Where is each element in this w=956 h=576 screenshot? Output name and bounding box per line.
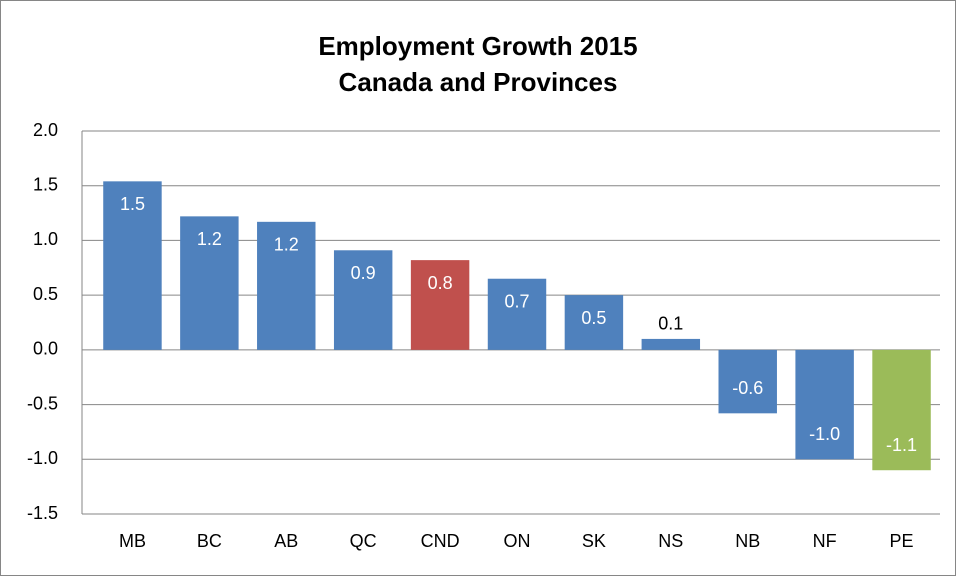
value-label: -1.0 [809,424,840,444]
bar [103,181,162,350]
value-label: -0.6 [732,378,763,398]
value-label: 1.2 [274,235,299,255]
bar [487,278,547,350]
value-label: -1.1 [886,435,917,455]
y-tick-label: -1.5 [27,503,58,523]
y-tick-label: 0.0 [33,339,58,359]
y-tick-label: 0.5 [33,284,58,304]
chart-title: Employment Growth 2015 [318,31,637,61]
value-label: 0.8 [428,273,453,293]
value-label: 0.7 [504,291,529,311]
y-tick-label: 2.0 [33,120,58,140]
x-tick-label: ON [504,531,531,551]
x-tick-label: MB [119,531,146,551]
y-tick-label: 1.5 [33,174,58,194]
y-tick-label: -0.5 [27,393,58,413]
x-tick-label: CND [421,531,460,551]
x-tick-label: AB [274,531,298,551]
x-tick-label: NS [658,531,683,551]
y-tick-label: 1.0 [33,229,58,249]
value-label: 0.1 [658,314,683,334]
value-label: 0.5 [581,308,606,328]
x-tick-label: QC [350,531,377,551]
bar [795,349,854,460]
value-label: 0.9 [351,263,376,283]
bar [564,295,624,350]
chart-subtitle: Canada and Provinces [339,67,618,97]
bar [333,250,393,350]
value-label: 1.2 [197,229,222,249]
bar [718,349,777,414]
x-tick-label: NF [813,531,837,551]
x-tick-label: NB [735,531,760,551]
bar [410,260,470,350]
y-tick-label: -1.0 [27,448,58,468]
bar [872,349,931,471]
bar [641,338,701,350]
x-tick-label: BC [197,531,222,551]
x-tick-label: SK [582,531,606,551]
x-tick-label: PE [890,531,914,551]
bar [257,221,316,350]
bar [180,216,239,350]
value-label: 1.5 [120,194,145,214]
